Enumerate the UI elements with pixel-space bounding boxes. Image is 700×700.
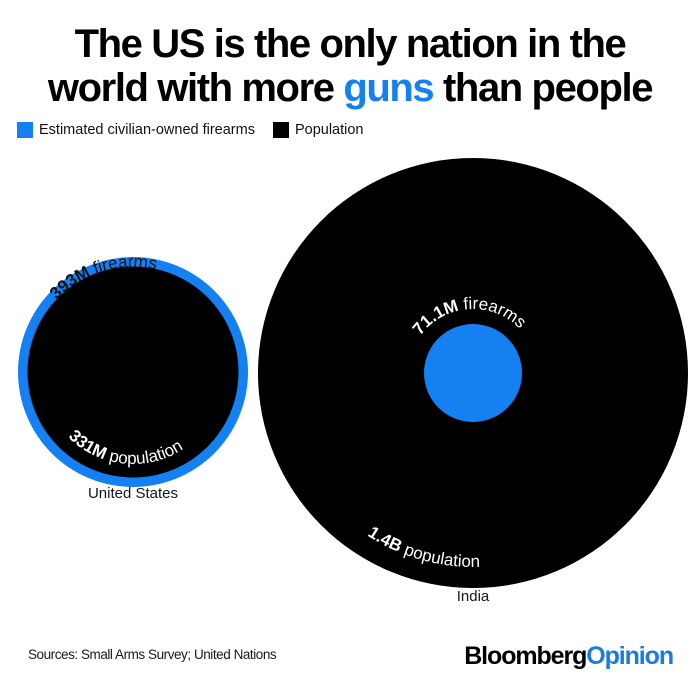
us-firearms-value: 393M — [46, 262, 93, 303]
legend-item-population[interactable]: Population — [272, 122, 364, 138]
title-line-2: world with more guns than people — [0, 66, 700, 110]
us-firearms-label: 393M firearms — [46, 252, 159, 303]
title-line-2-after: than people — [433, 66, 653, 110]
title-line-1: The US is the only nation in the — [74, 22, 627, 66]
legend-label-firearms: Estimated civilian-owned firearms — [39, 122, 255, 138]
legend-item-firearms[interactable]: Estimated civilian-owned firearms — [17, 122, 255, 138]
legend-swatch-population-icon — [272, 122, 289, 138]
sources-text: Sources: Small Arms Survey; United Natio… — [28, 647, 277, 662]
bloomberg-opinion-logo[interactable]: BloombergOpinion — [464, 642, 674, 671]
legend-swatch-firearms-icon — [17, 122, 33, 138]
india-population-circle[interactable] — [258, 158, 688, 588]
page-title: The US is the only nation in the world w… — [0, 22, 700, 110]
india-firearms-value: 71.1M — [409, 296, 461, 338]
brand-opinion-text: Opinion — [586, 642, 674, 670]
brand-bloomberg-text: Bloomberg — [464, 642, 587, 670]
india-firearms-circle[interactable] — [424, 324, 522, 422]
india-firearms-unit: firearms — [457, 294, 531, 332]
us-firearms-unit: firearms — [85, 252, 158, 280]
india-population-label: 1.4B population — [365, 523, 480, 571]
title-accent-guns: guns — [343, 66, 434, 110]
india-population-unit: population — [397, 538, 480, 571]
india-firearms-label: 71.1M firearms — [409, 294, 530, 338]
title-line-2-before: world with more — [47, 66, 344, 110]
us-population-value: 331M — [65, 426, 109, 463]
legend-label-population: Population — [294, 122, 364, 138]
footer: Sources: Small Arms Survey; United Natio… — [0, 642, 700, 678]
country-label-united-states: United States — [87, 485, 179, 502]
us-population-unit: population — [103, 436, 186, 468]
us-population-label: 331M population — [65, 426, 186, 468]
us-firearms-circle[interactable] — [18, 257, 248, 487]
legend: Estimated civilian-owned firearms Popula… — [17, 122, 364, 138]
us-population-circle[interactable] — [27, 266, 239, 478]
india-population-value: 1.4B — [365, 523, 405, 556]
country-label-india: India — [456, 588, 490, 605]
